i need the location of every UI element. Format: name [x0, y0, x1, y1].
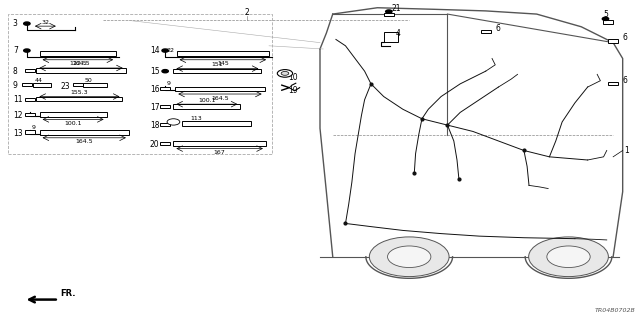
Bar	[182, 121, 250, 126]
Bar	[173, 69, 261, 73]
Bar	[173, 104, 241, 109]
Bar	[8, 14, 272, 154]
Bar	[25, 69, 35, 72]
Bar	[608, 39, 618, 43]
Bar	[160, 87, 170, 90]
Text: 164.5: 164.5	[72, 61, 90, 67]
Text: 122.5: 122.5	[69, 61, 87, 66]
Text: 6: 6	[623, 33, 628, 42]
Circle shape	[369, 237, 449, 276]
Text: 164.5: 164.5	[211, 96, 228, 100]
Text: 5: 5	[604, 10, 609, 19]
Bar	[83, 83, 107, 87]
Text: 18: 18	[150, 121, 159, 130]
Text: FR.: FR.	[60, 289, 76, 298]
Bar	[36, 97, 122, 101]
Bar	[36, 68, 125, 73]
Circle shape	[24, 22, 30, 25]
Text: 100.1: 100.1	[198, 98, 216, 103]
Text: 151: 151	[212, 62, 223, 67]
Text: 9: 9	[31, 124, 35, 130]
Circle shape	[162, 49, 168, 52]
Bar	[22, 83, 32, 86]
Text: 16: 16	[150, 85, 159, 94]
Text: 32: 32	[42, 20, 49, 25]
Text: 9: 9	[166, 81, 170, 86]
Text: 22: 22	[166, 48, 175, 53]
Text: 2: 2	[244, 8, 249, 17]
Circle shape	[529, 237, 609, 276]
Circle shape	[281, 71, 289, 75]
Circle shape	[277, 69, 292, 77]
Bar	[40, 51, 116, 56]
Bar	[73, 83, 83, 86]
Circle shape	[167, 119, 180, 125]
Text: 8: 8	[13, 67, 18, 76]
Text: 4: 4	[395, 28, 400, 38]
Text: 6: 6	[495, 24, 500, 33]
Bar	[40, 131, 129, 135]
Text: 14: 14	[150, 46, 159, 55]
Bar	[175, 87, 264, 92]
Bar	[384, 32, 397, 42]
Text: 15: 15	[150, 67, 159, 76]
Circle shape	[24, 49, 30, 52]
Bar	[160, 142, 170, 145]
Text: 7: 7	[13, 46, 18, 55]
Bar	[160, 105, 170, 108]
Text: 6: 6	[623, 76, 628, 85]
Text: 20: 20	[150, 140, 159, 149]
Text: TR04B0702B: TR04B0702B	[595, 308, 636, 313]
Text: 3: 3	[13, 19, 18, 28]
Bar	[40, 112, 106, 117]
Bar	[608, 82, 618, 85]
Text: 167: 167	[214, 150, 225, 155]
Text: 13: 13	[13, 129, 22, 138]
Text: 145: 145	[217, 61, 228, 66]
Text: 10: 10	[288, 73, 298, 82]
Bar	[25, 113, 35, 116]
Circle shape	[386, 10, 392, 13]
Text: 19: 19	[288, 86, 298, 95]
Bar	[160, 123, 170, 126]
Text: 113: 113	[190, 116, 202, 121]
Circle shape	[547, 246, 590, 268]
Text: 155.3: 155.3	[70, 90, 88, 95]
Text: 1: 1	[625, 146, 629, 155]
Text: 44: 44	[35, 77, 42, 83]
Circle shape	[388, 246, 431, 268]
Text: 21: 21	[392, 4, 401, 13]
Text: 9: 9	[13, 81, 18, 90]
Bar	[603, 20, 613, 24]
Bar	[25, 98, 35, 101]
Bar	[481, 30, 491, 33]
Bar	[177, 51, 269, 56]
Bar	[25, 131, 35, 134]
Text: 164.5: 164.5	[76, 140, 93, 144]
Circle shape	[602, 17, 609, 20]
Text: 17: 17	[150, 103, 159, 112]
Circle shape	[162, 69, 168, 73]
Bar	[33, 83, 51, 87]
Bar	[384, 13, 394, 16]
Text: 11: 11	[13, 95, 22, 104]
Text: 12: 12	[13, 111, 22, 120]
Text: 50: 50	[84, 77, 92, 83]
Bar	[173, 141, 266, 146]
Text: 23: 23	[61, 82, 70, 91]
Text: 100.1: 100.1	[65, 121, 82, 126]
